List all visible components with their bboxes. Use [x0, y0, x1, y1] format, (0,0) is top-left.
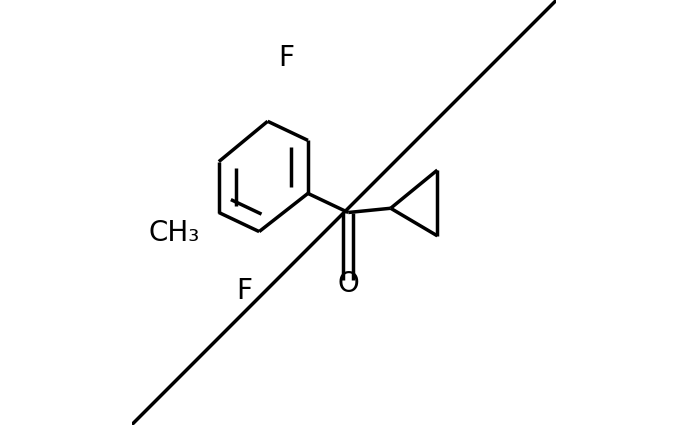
Text: CH₃: CH₃: [149, 218, 200, 246]
Text: F: F: [279, 44, 294, 72]
Text: O: O: [337, 270, 359, 298]
Text: F: F: [236, 276, 252, 304]
